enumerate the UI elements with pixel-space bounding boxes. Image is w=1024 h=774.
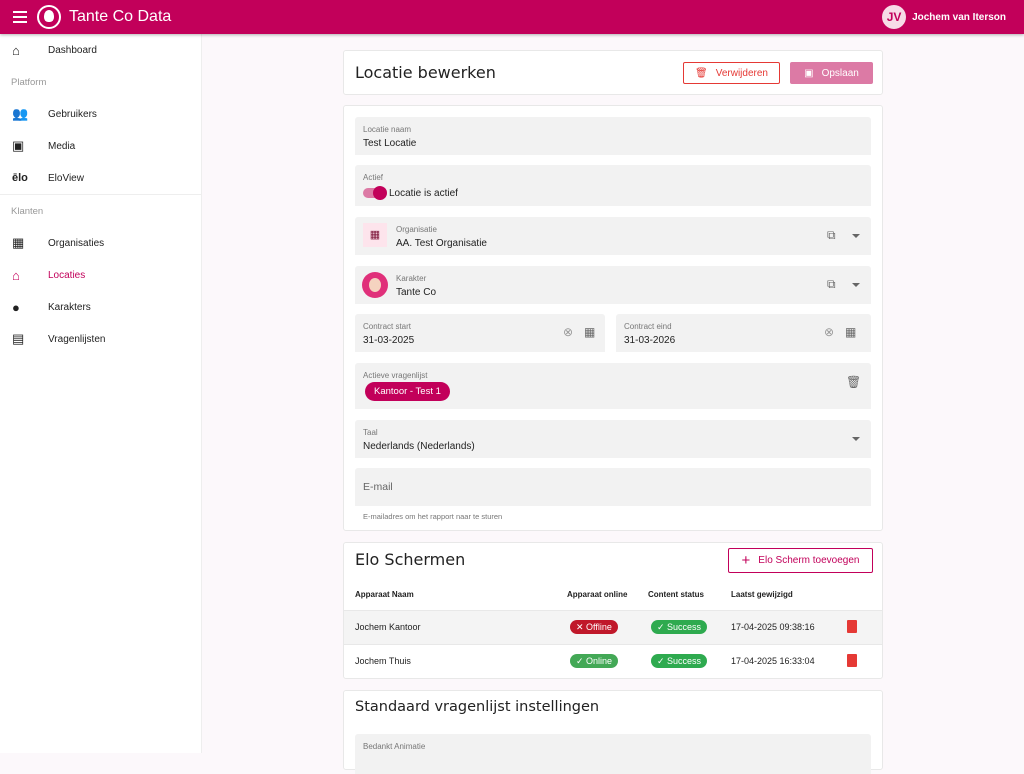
questionnaire-chip[interactable]: Kantoor - Test 1 [365,382,450,401]
chevron-down-icon[interactable] [852,283,860,287]
organisation-building-icon: ▦ [363,223,387,247]
sidebar-item-vragenlijsten[interactable]: ▤ Vragenlijsten [0,323,201,355]
sidebar: ⌂ Dashboard Platform 👥 Gebruikers ▣ Media ē… [0,34,202,753]
section-title: Standaard vragenlijst instellingen [355,699,600,715]
email-hint: E-mailadres om het rapport naar te sture… [363,512,503,521]
column-header: Content status [648,590,704,599]
calendar-icon[interactable]: ▦ [845,325,857,339]
sidebar-item-organisaties[interactable]: ▦ Organisaties [0,227,201,259]
app-title: Tante Co Data [69,8,172,25]
clear-icon[interactable]: ⊗ [824,325,835,339]
clear-icon[interactable]: ⊗ [563,325,574,339]
sidebar-item-dashboard[interactable]: ⌂ Dashboard [0,34,201,66]
online-badge: ✓ Online [570,654,619,668]
people-icon: 👥 [12,106,29,121]
language-select[interactable]: Taal Nederlands (Nederlands) [355,420,871,458]
home-icon: ⌂ [12,42,20,58]
sidebar-item-gebruikers[interactable]: 👥 Gebruikers [0,98,201,130]
app-bar: Tante Co Data JV Jochem van Iterson [0,0,1024,34]
section-platform: Platform [11,76,47,88]
character-select[interactable]: Karakter Tante Co ⧉ [355,266,871,304]
account-circle-icon: ● [12,299,20,315]
photo-library-icon: ▣ [12,138,25,153]
sidebar-item-karakters[interactable]: ● Karakters [0,291,201,323]
character-avatar [362,272,388,298]
house-icon: ⌂ [12,267,20,283]
sidebar-item-locaties[interactable]: ⌂ Locaties [0,259,201,291]
open-external-icon[interactable]: ⧉ [827,277,836,291]
elo-screens-card: Elo Schermen + Elo Scherm toevoegen Appar… [343,542,883,679]
success-badge: ✓ Success [651,654,708,668]
email-field[interactable]: E-mail [355,468,871,506]
chevron-down-icon[interactable] [852,437,860,441]
delete-icon[interactable] [847,620,857,633]
trash-icon[interactable]: 🗑 [846,375,862,389]
contract-start-field[interactable]: Contract start 31-03-2025 ⊗ ▦ [355,314,605,352]
logo [37,5,61,29]
sidebar-item-media[interactable]: ▣ Media [0,130,201,162]
open-external-icon[interactable]: ⧉ [827,228,836,242]
default-questionnaire-card: Standaard vragenlijst instellingen Bedan… [343,690,883,774]
table-row[interactable]: Jochem Thuis ✓ Online ✓ Success 17-04-20… [344,644,882,678]
section-klanten: Klanten [11,205,44,217]
chevron-down-icon[interactable] [852,234,860,238]
delete-icon[interactable] [847,654,857,667]
save-icon: ▣ [804,67,814,79]
save-button[interactable]: ▣ Opslaan [790,62,873,84]
header-card: Locatie bewerken 🗑 Verwijderen ▣ Opslaan [343,50,883,95]
avatar: JV [882,5,907,29]
plus-icon: + [741,552,751,569]
active-toggle[interactable] [363,186,387,200]
page-title: Locatie bewerken [355,63,496,82]
elo-icon: ēlo [12,172,28,184]
column-header: Apparaat online [567,590,628,599]
user-name: Jochem van Iterson [912,11,1006,23]
active-field: Actief Locatie is actief [355,165,871,206]
menu-icon[interactable] [13,11,27,23]
sidebar-item-eloview[interactable]: ēlo EloView [0,162,201,194]
delete-button[interactable]: 🗑 Verwijderen [683,62,780,84]
organisation-select[interactable]: ▦ Organisatie AA. Test Organisatie ⧉ [355,217,871,255]
questionnaire-field[interactable]: Actieve vragenlijst Kantoor - Test 1 🗑 [355,363,871,409]
table-row[interactable]: Jochem Kantoor ✕ Offline ✓ Success 17-04… [344,610,882,644]
column-header: Apparaat Naam [355,590,414,599]
form-card: Locatie naam Test Locatie Actief Locatie … [343,105,883,531]
column-header: Laatst gewijzigd [731,590,793,599]
location-name-field[interactable]: Locatie naam Test Locatie [355,117,871,155]
add-elo-screen-button[interactable]: + Elo Scherm toevoegen [728,548,873,573]
success-badge: ✓ Success [651,620,708,634]
calendar-icon[interactable]: ▦ [584,325,596,339]
user-menu[interactable]: JV Jochem van Iterson [882,5,1006,29]
contract-end-field[interactable]: Contract eind 31-03-2026 ⊗ ▦ [616,314,871,352]
trash-icon: 🗑 [695,67,708,79]
thanks-animation-field[interactable]: Bedankt Animatie [355,734,871,774]
building-icon: ▦ [12,235,25,250]
offline-badge: ✕ Offline [570,620,618,634]
section-title: Elo Schermen [355,550,466,569]
document-icon: ▤ [12,331,25,346]
